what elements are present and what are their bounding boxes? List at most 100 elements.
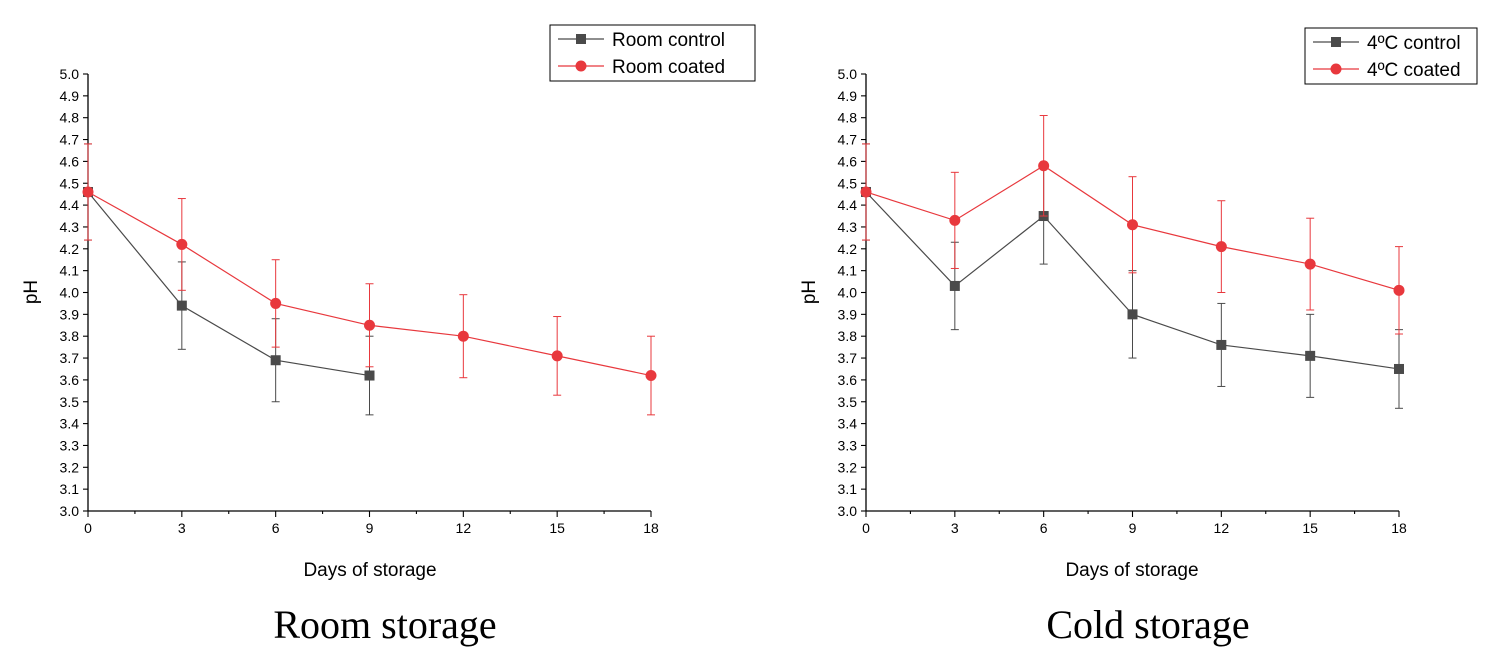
legend: Room control Room coated xyxy=(549,24,756,82)
y-tick-label: 4.0 xyxy=(838,285,858,301)
y-tick-label: 4.5 xyxy=(838,175,858,191)
chart-cold-storage: 0 3 6 9 12 15 18 3.0 3.1 3.2 3.3 3.4 3.5 3.6 3.7 3.8 3.9… xyxy=(799,27,1478,647)
data-point xyxy=(1127,219,1138,231)
y-tick-label: 4.4 xyxy=(60,197,80,213)
x-tick-label: 12 xyxy=(456,520,472,536)
data-point xyxy=(364,319,375,331)
y-axis-title: pH xyxy=(21,280,42,304)
x-tick-label: 18 xyxy=(1391,520,1407,536)
data-point xyxy=(364,370,375,381)
x-tick-label: 15 xyxy=(1302,520,1318,536)
y-tick-label: 4.7 xyxy=(838,132,858,148)
y-tick-label: 4.2 xyxy=(60,241,80,257)
data-point xyxy=(270,355,281,366)
data-point xyxy=(551,350,563,362)
y-tick-label: 3.2 xyxy=(838,459,858,475)
data-point xyxy=(949,280,960,291)
y-tick-label: 3.1 xyxy=(838,481,858,497)
x-tick-label: 9 xyxy=(366,520,374,536)
legend-marker xyxy=(1330,63,1342,75)
x-tick-label: 6 xyxy=(1040,520,1048,536)
x-tick-label: 3 xyxy=(951,520,959,536)
y-tick-label: 4.3 xyxy=(60,219,80,235)
series-1 xyxy=(82,143,657,416)
y-tick-label: 3.7 xyxy=(60,350,80,366)
x-axis-title: Days of storage xyxy=(303,560,436,581)
legend-label: 4ºC coated xyxy=(1367,60,1461,81)
data-point xyxy=(645,370,657,382)
y-tick-label: 3.9 xyxy=(838,306,858,322)
data-point xyxy=(82,186,94,198)
y-tick-label: 4.3 xyxy=(838,219,858,235)
y-tick-label: 3.3 xyxy=(838,437,858,453)
x-tick-label: 18 xyxy=(643,520,659,536)
data-point xyxy=(1127,309,1138,320)
legend-label: 4ºC control xyxy=(1367,33,1461,54)
y-tick-label: 3.6 xyxy=(60,372,80,388)
data-point xyxy=(457,330,469,342)
y-tick-label: 4.1 xyxy=(60,263,80,279)
data-point xyxy=(1038,160,1050,172)
x-tick-label: 15 xyxy=(549,520,565,536)
legend-label: Room coated xyxy=(612,57,725,78)
y-tick-label: 3.8 xyxy=(838,328,858,344)
chart-room-storage: 0 3 6 9 12 15 18 3.0 3.1 3.2 3.3 3.4 3.5 3.6 3.7 3.8 3.9… xyxy=(21,24,756,647)
y-tick-label: 4.1 xyxy=(838,263,858,279)
y-tick-label: 4.9 xyxy=(838,88,858,104)
y-tick-label: 4.5 xyxy=(60,175,80,191)
x-axis-title: Days of storage xyxy=(1065,560,1198,581)
x-tick-label: 12 xyxy=(1214,520,1230,536)
y-tick-label: 4.6 xyxy=(60,153,80,169)
y-tick-label: 3.5 xyxy=(60,394,80,410)
series-0 xyxy=(83,143,375,416)
chart-caption: Cold storage xyxy=(1046,602,1249,647)
y-tick-label: 3.0 xyxy=(838,503,858,519)
y-tick-label: 4.8 xyxy=(838,110,858,126)
x-tick-label: 0 xyxy=(862,520,870,536)
y-tick-label: 3.1 xyxy=(60,481,80,497)
data-point xyxy=(1393,284,1405,296)
x-tick-label: 9 xyxy=(1129,520,1137,536)
legend: 4ºC control 4ºC coated xyxy=(1304,27,1478,85)
data-point xyxy=(1216,339,1227,350)
data-point xyxy=(860,186,872,198)
legend-label: Room control xyxy=(612,30,725,51)
y-tick-label: 4.9 xyxy=(60,88,80,104)
data-point xyxy=(1305,350,1316,361)
y-tick-label: 3.0 xyxy=(60,503,80,519)
y-tick-label: 3.5 xyxy=(838,394,858,410)
series-1 xyxy=(860,115,1405,335)
data-point xyxy=(1394,363,1404,374)
y-tick-label: 4.2 xyxy=(838,241,858,257)
y-tick-label: 3.8 xyxy=(60,328,80,344)
y-axis-title: pH xyxy=(799,280,820,304)
y-tick-label: 3.4 xyxy=(838,416,858,432)
data-point xyxy=(1215,241,1227,253)
y-tick-label: 3.3 xyxy=(60,437,80,453)
y-tick-label: 3.6 xyxy=(838,372,858,388)
y-tick-label: 3.7 xyxy=(838,350,858,366)
x-tick-label: 3 xyxy=(178,520,186,536)
y-tick-label: 5.0 xyxy=(838,66,858,82)
y-tick-label: 4.7 xyxy=(60,132,80,148)
y-tick-label: 4.0 xyxy=(60,285,80,301)
y-tick-label: 4.8 xyxy=(60,110,80,126)
data-point xyxy=(176,300,187,311)
legend-marker xyxy=(1331,37,1341,47)
data-point xyxy=(176,238,188,250)
y-tick-label: 5.0 xyxy=(60,66,80,82)
data-point xyxy=(270,297,282,309)
data-point xyxy=(1304,258,1316,270)
data-point xyxy=(949,214,961,226)
y-tick-label: 4.4 xyxy=(838,197,858,213)
y-tick-label: 3.4 xyxy=(60,416,80,432)
y-tick-label: 4.6 xyxy=(838,153,858,169)
x-tick-label: 6 xyxy=(272,520,280,536)
series-line xyxy=(87,191,370,377)
chart-caption: Room storage xyxy=(273,602,496,647)
legend-marker xyxy=(576,34,586,44)
x-tick-label: 0 xyxy=(84,520,92,536)
y-tick-label: 3.2 xyxy=(60,459,80,475)
legend-marker xyxy=(575,60,587,72)
